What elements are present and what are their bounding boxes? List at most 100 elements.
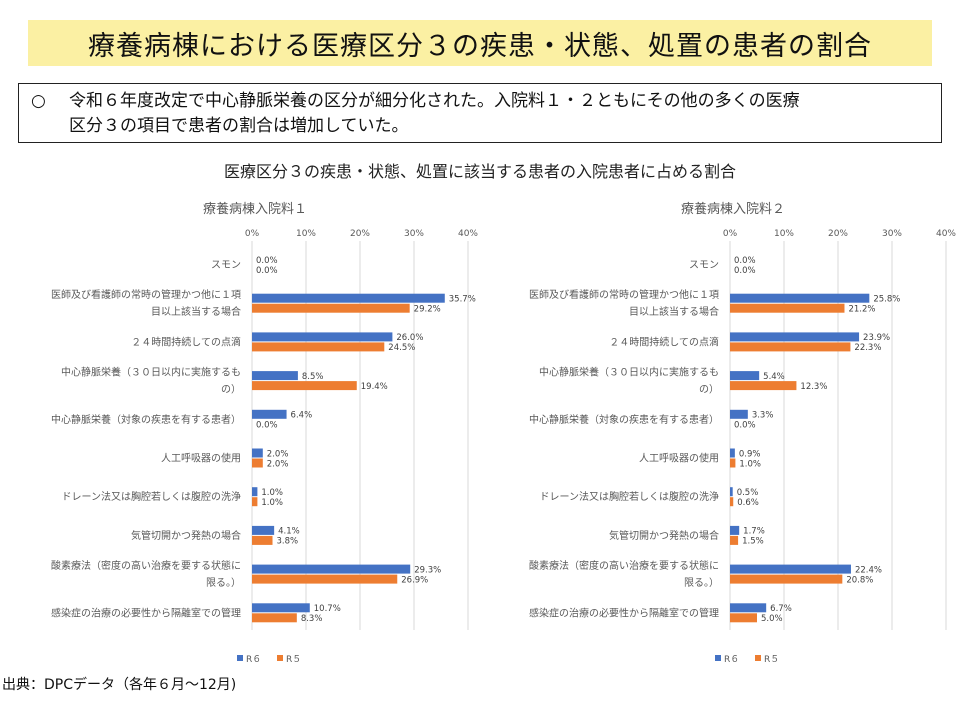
category-label-right: 人工呼吸器の使用 (639, 452, 719, 465)
category-label-right: 酸素療法（密度の高い治療を要する状態に (529, 559, 719, 572)
bar-r5-left (252, 497, 258, 507)
data-label-r5-left: 24.5% (388, 343, 415, 353)
bar-r6-left (252, 371, 298, 381)
legend-swatch-left (237, 655, 243, 661)
bar-r5-left (252, 303, 410, 313)
bar-r6-left (252, 293, 445, 303)
legend-label-right: R６ (724, 655, 739, 665)
slide-title: 療養病棟における医療区分３の疾患・状態、処置の患者の割合 (88, 30, 872, 62)
category-label-left: 中心静脈栄養（３０日以内に実施するも (61, 366, 241, 379)
data-label-r5-right: 22.3% (854, 343, 881, 353)
data-label-r5-left: 19.4% (361, 382, 388, 392)
bar-r5-right (730, 535, 739, 545)
data-label-r5-right: 0.0% (734, 421, 756, 431)
category-label-right: 気管切開かつ発熱の場合 (609, 529, 719, 542)
data-label-r5-left: 3.8% (277, 537, 299, 547)
data-label-r6-left: 8.5% (302, 372, 324, 382)
category-label-left: 医師及び看護師の常時の管理かつ他に１項 (51, 288, 241, 301)
data-label-r6-right: 0.0% (734, 256, 756, 266)
bar-r6-left (252, 525, 275, 535)
legend-swatch-left (277, 655, 283, 661)
tick-label-right: 20% (828, 229, 848, 239)
data-label-r6-left: 0.0% (256, 256, 278, 266)
category-label-right: ２４時間持続しての点滴 (609, 335, 719, 348)
data-label-r6-right: 0.9% (739, 449, 761, 459)
tick-label-right: 0% (723, 229, 738, 239)
data-label-r6-left: 6.4% (291, 411, 313, 421)
tick-label-left: 10% (296, 229, 316, 239)
tick-label-left: 0% (245, 229, 260, 239)
data-label-r6-right: 22.4% (855, 565, 882, 575)
panel-title-left: 療養病棟入院料１ (203, 201, 307, 217)
category-label-left: 酸素療法（密度の高い治療を要する状態に (51, 559, 241, 572)
category-label-left: 気管切開かつ発熱の場合 (131, 529, 241, 542)
category-label-left: 限る。） (206, 577, 241, 589)
category-label-left: の） (221, 384, 241, 396)
tick-label-left: 20% (350, 229, 370, 239)
legend-label-right: R５ (764, 655, 779, 665)
data-label-r6-right: 0.5% (737, 488, 759, 498)
category-label-right: スモン (689, 260, 719, 271)
tick-label-left: 40% (458, 229, 478, 239)
data-label-r6-left: 1.0% (261, 488, 283, 498)
chart-title: 医療区分３の疾患・状態、処置に該当する患者の入院患者に占める割合 (223, 162, 736, 181)
data-label-r6-right: 25.8% (873, 295, 900, 305)
category-label-left: 感染症の治療の必要性から隔離室での管理 (51, 606, 241, 619)
bar-r5-right (730, 303, 845, 313)
data-label-r6-left: 2.0% (267, 449, 289, 459)
category-label-left: 目以上該当する場合 (151, 305, 241, 318)
data-label-r5-right: 12.3% (800, 382, 827, 392)
bar-r6-right (730, 293, 870, 303)
data-label-r6-right: 23.9% (863, 333, 890, 343)
data-label-r5-left: 26.9% (401, 575, 428, 585)
bar-r5-left (252, 381, 357, 391)
data-label-r5-left: 1.0% (261, 498, 283, 508)
bar-r6-right (730, 371, 760, 381)
bar-r5-right (730, 458, 736, 468)
data-label-r5-left: 2.0% (267, 459, 289, 469)
tick-label-right: 10% (774, 229, 794, 239)
bar-r5-left (252, 342, 385, 352)
data-label-r6-right: 3.3% (752, 411, 774, 421)
data-label-r5-right: 20.8% (846, 575, 873, 585)
summary-box: ○ 令和６年度改定で中心静脈栄養の区分が細分化された。入院料１・２ともにその他の多… (18, 83, 942, 143)
category-label-left: スモン (211, 260, 241, 271)
bar-r5-right (730, 574, 843, 584)
category-label-right: 目以上該当する場合 (629, 305, 719, 318)
summary-text-1: 令和６年度改定で中心静脈栄養の区分が細分化された。入院料１・２ともにその他の多く… (69, 91, 800, 111)
data-label-r6-left: 10.7% (314, 604, 341, 614)
summary-text-2: 区分３の項目で患者の割合は増加していた。 (69, 116, 409, 136)
data-label-r6-left: 4.1% (278, 527, 300, 537)
bar-r5-left (252, 574, 398, 584)
bar-r6-left (252, 448, 263, 458)
data-label-r5-right: 1.5% (742, 537, 764, 547)
data-label-r5-left: 8.3% (301, 614, 323, 624)
category-label-left: ２４時間持続しての点滴 (131, 335, 241, 348)
tick-label-left: 30% (404, 229, 424, 239)
legend-swatch-right (715, 655, 721, 661)
category-label-right: 限る。） (684, 577, 719, 589)
bar-r6-left (252, 487, 258, 497)
legend-swatch-right (755, 655, 761, 661)
bar-r6-right (730, 409, 748, 419)
bar-r6-right (730, 564, 851, 574)
category-label-right: ドレーン法又は胸腔若しくは腹腔の洗浄 (540, 490, 720, 503)
data-label-r5-right: 0.0% (734, 266, 756, 276)
bar-r6-left (252, 603, 310, 613)
summary-line-1: ○ 令和６年度改定で中心静脈栄養の区分が細分化された。入院料１・２ともにその他の多… (31, 89, 931, 114)
bar-r5-right (730, 497, 734, 507)
bar-r5-right (730, 342, 851, 352)
data-label-r5-left: 0.0% (256, 421, 278, 431)
category-label-left: 人工呼吸器の使用 (161, 452, 241, 465)
bar-r5-right (730, 613, 757, 623)
data-label-r5-right: 21.2% (848, 305, 875, 315)
bar-r6-right (730, 525, 740, 535)
tick-label-right: 40% (936, 229, 956, 239)
summary-bullet: ○ (31, 91, 46, 111)
panel-title-right: 療養病棟入院料２ (681, 201, 785, 217)
category-label-left: ドレーン法又は胸腔若しくは腹腔の洗浄 (62, 490, 242, 503)
bar-r6-left (252, 564, 411, 574)
bar-r6-right (730, 448, 735, 458)
category-label-right: 医師及び看護師の常時の管理かつ他に１項 (529, 288, 719, 301)
